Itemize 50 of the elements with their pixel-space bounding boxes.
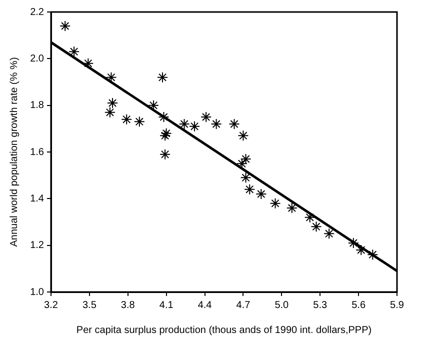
point [178,118,190,130]
y-tick-label: 1.2 [30,240,44,252]
point [324,228,335,240]
x-axis-title: Per capita surplus production (thous ands of 1990 int. dollars,PPP) [76,324,372,336]
point [104,106,116,118]
x-tick-label: 3.5 [82,300,97,311]
point [244,184,256,195]
y-tick-label: 1.6 [30,146,44,158]
x-tick-label: 4.1 [159,300,174,311]
point [310,221,322,232]
y-axis-title: Annual world population growth rate (% %) [8,57,20,247]
point [189,120,200,132]
point [68,46,80,58]
x-tick-label: 5.0 [274,300,290,311]
point [200,112,212,122]
point [160,128,172,139]
point [270,198,281,209]
point [286,202,298,214]
point [148,100,160,111]
point [121,114,132,125]
point [106,72,117,83]
x-tick-label: 5.3 [313,300,328,311]
point [158,112,170,122]
point [60,20,71,32]
point [367,249,378,260]
y-tick-label: 1.8 [30,100,44,112]
x-tick-label: 5.9 [390,300,404,311]
x-tick-label: 3.8 [120,300,136,311]
y-tick-label: 1.0 [30,286,44,298]
point [160,148,171,160]
point [348,238,359,248]
point [156,72,168,83]
point [240,154,252,164]
point [107,98,118,108]
point [134,116,145,128]
y-tick-label: 2.0 [30,53,44,64]
point [238,130,249,142]
point [210,118,222,130]
point [256,188,267,200]
point [228,118,240,130]
x-tick-label: 4.7 [236,300,251,311]
point [82,58,94,69]
point [304,212,316,223]
x-tick-label: 3.2 [44,300,58,311]
point [240,172,252,184]
y-tick-label: 1.4 [30,193,44,204]
x-tick-label: 4.4 [198,300,212,311]
point [160,130,171,142]
y-tick-label: 2.2 [30,6,44,18]
x-tick-label: 5.6 [352,300,366,311]
